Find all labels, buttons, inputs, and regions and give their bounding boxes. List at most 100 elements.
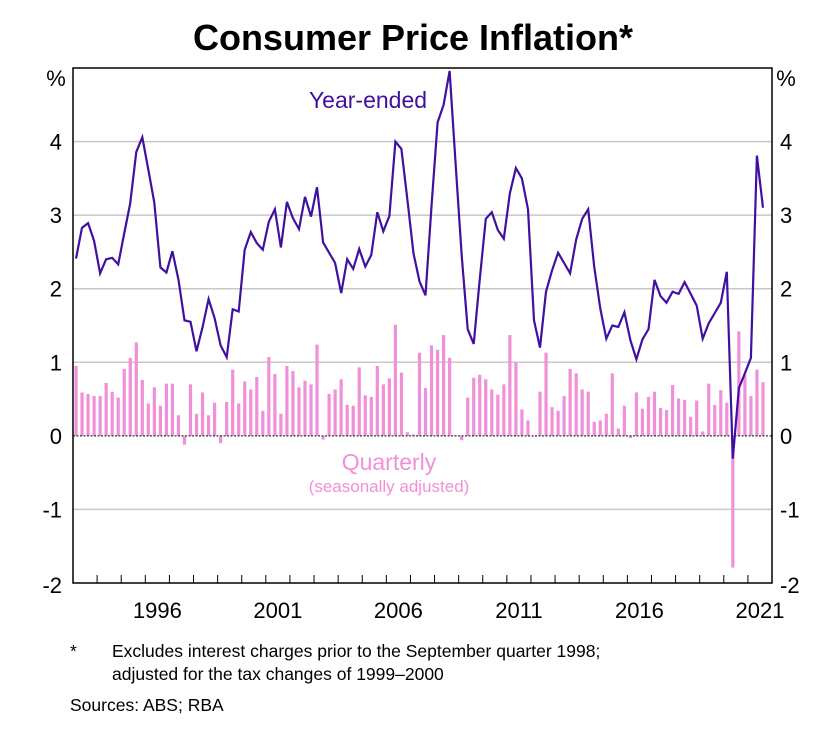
y-unit-left: %: [46, 66, 66, 91]
year-ended-label: Year-ended: [309, 87, 427, 113]
footnote-line-2: adjusted for the tax changes of 1999–200…: [112, 664, 444, 684]
quarterly-bar: [339, 379, 343, 436]
quarterly-bar: [755, 369, 759, 436]
quarterly-bar: [628, 435, 632, 439]
quarterly-bar: [448, 357, 452, 436]
quarterly-label: Quarterly: [342, 449, 437, 475]
quarterly-bar: [273, 374, 277, 436]
y-tick-label-right: -2: [780, 573, 800, 598]
quarterly-bar: [134, 342, 138, 436]
quarterly-bar: [429, 345, 434, 436]
y-tick-label-left: 0: [50, 424, 62, 449]
quarterly-bar: [520, 409, 524, 436]
quarterly-bar: [243, 381, 247, 436]
quarterly-bar: [357, 367, 361, 436]
quarterly-bar: [496, 394, 500, 436]
x-tick-label: 1996: [133, 598, 182, 623]
quarterly-bar: [695, 400, 699, 436]
quarterly-bar: [92, 396, 96, 436]
x-tick-label: 2016: [615, 598, 664, 623]
y-tick-label-left: 3: [50, 203, 62, 228]
quarterly-bar: [86, 393, 90, 436]
quarterly-bar: [652, 391, 657, 436]
footnote: * Excludes interest charges prior to the…: [70, 640, 600, 686]
quarterly-bar: [658, 407, 663, 436]
quarterly-bar: [701, 431, 705, 436]
quarterly-bar: [158, 405, 162, 436]
quarterly-bar: [719, 390, 723, 436]
chart-title: Consumer Price Inflation*: [193, 17, 633, 58]
quarterly-bar: [405, 432, 410, 436]
quarterly-bar: [110, 391, 114, 436]
quarterly-bar: [321, 435, 325, 440]
y-unit-right: %: [776, 66, 796, 91]
quarterly-bar: [225, 402, 229, 436]
quarterly-bar: [562, 396, 566, 436]
quarterly-bar: [206, 415, 211, 436]
x-tick-label: 2006: [374, 598, 423, 623]
quarterly-bar: [146, 403, 150, 436]
y-tick-label-left: -1: [42, 497, 62, 522]
quarterly-bar: [556, 410, 560, 436]
quarterly-bar: [544, 352, 548, 436]
quarterly-bar: [646, 396, 651, 436]
quarterly-bar: [237, 403, 241, 436]
quarterly-bar: [194, 413, 199, 436]
quarterly-bar: [116, 397, 120, 436]
quarterly-bar: [255, 377, 259, 436]
quarterly-bar: [152, 387, 156, 436]
footnote-marker: *: [70, 641, 77, 661]
quarterly-bar: [713, 404, 717, 436]
quarterly-bar: [128, 357, 132, 436]
chart: Consumer Price Inflation* -2 -2 -1 -1 0 0 1 1 2 2…: [42, 17, 800, 623]
footnotes: * Excludes interest charges prior to the…: [70, 640, 600, 717]
quarterly-bar: [478, 374, 482, 436]
quarterly-bar: [285, 365, 289, 436]
y-tick-label-left: 2: [50, 277, 62, 302]
quarterly-bar: [387, 378, 391, 436]
quarterly-bar: [598, 420, 602, 436]
quarterly-bar: [580, 389, 584, 436]
quarterly-bar: [574, 373, 578, 436]
quarterly-bar: [460, 435, 464, 441]
quarterly-sublabel: (seasonally adjusted): [309, 477, 470, 496]
quarterly-bar: [689, 416, 693, 436]
quarterly-bar: [297, 387, 301, 436]
quarterly-bar: [188, 384, 193, 436]
quarterly-bar: [345, 404, 349, 436]
quarterly-bar: [550, 407, 554, 436]
quarterly-bar: [490, 389, 494, 436]
quarterly-bar: [363, 395, 367, 436]
quarterly-bar: [502, 384, 506, 436]
y-tick-label-right: 3: [780, 203, 792, 228]
x-tick-label: 2001: [253, 598, 302, 623]
quarterly-bar: [417, 352, 422, 436]
quarterly-bar: [399, 372, 404, 436]
x-axis-ticks: [96, 575, 749, 583]
quarterly-bar: [683, 399, 687, 436]
quarterly-bar: [303, 380, 307, 436]
quarterly-bar: [219, 435, 223, 444]
quarterly-bar: [725, 402, 729, 436]
quarterly-bar: [74, 365, 78, 436]
footnote-line-1: Excludes interest charges prior to the S…: [112, 641, 601, 661]
quarterly-bar: [315, 344, 319, 436]
quarterly-bar: [261, 410, 265, 436]
sources: Sources: ABS; RBA: [70, 695, 224, 715]
year-ended-line: [74, 70, 765, 459]
quarterly-bar: [610, 373, 614, 436]
quarterly-bar: [707, 383, 711, 436]
quarterly-bar: [514, 362, 518, 436]
quarterly-bar: [532, 435, 536, 437]
quarterly-bar: [164, 383, 169, 436]
plot-frame: [72, 67, 773, 584]
y-tick-label-right: 4: [780, 130, 792, 155]
quarterly-bar: [351, 405, 355, 436]
quarterly-bar: [333, 389, 337, 436]
y-tick-label-left: -2: [42, 573, 62, 598]
quarterly-bar: [670, 385, 675, 436]
y-tick-label-left: 4: [50, 130, 62, 155]
quarterly-bar: [640, 408, 645, 436]
quarterly-bar: [737, 331, 741, 436]
y-tick-label-right: -1: [780, 497, 800, 522]
